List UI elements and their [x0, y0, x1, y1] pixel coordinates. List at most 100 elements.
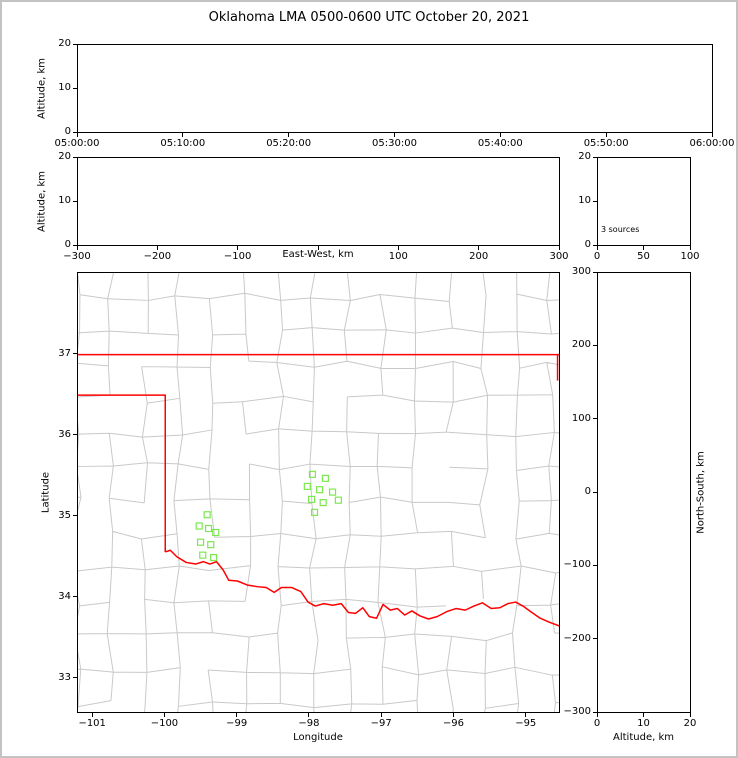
y-tick-mark	[73, 43, 77, 45]
altitude-histogram-panel	[597, 157, 691, 246]
x-tick-label: −99	[226, 718, 248, 729]
x-tick-label: 06:00:00	[689, 138, 735, 149]
x-tick-label: 20	[683, 718, 697, 729]
y-tick-mark	[73, 353, 77, 355]
y-tick-mark	[73, 677, 77, 679]
x-tick-mark	[596, 713, 598, 717]
y-tick-label: 20	[578, 151, 591, 162]
x-tick-mark	[76, 133, 78, 137]
source-count-annotation: 3 sources	[601, 225, 640, 234]
y-tick-mark	[73, 200, 77, 202]
x-tick-mark	[237, 246, 239, 250]
y-tick-mark	[593, 271, 597, 273]
time-altitude-panel	[77, 44, 713, 133]
lma-station-marker	[319, 498, 327, 507]
county-boundaries	[78, 273, 559, 712]
y-tick-mark	[593, 244, 597, 246]
y-tick-mark	[593, 418, 597, 420]
lma-station-marker	[303, 482, 311, 491]
x-tick-label: −300	[63, 251, 91, 262]
lma-station-marker	[308, 495, 316, 503]
y-tick-mark	[73, 156, 77, 158]
lma-station-marker	[210, 553, 218, 562]
lma-station-marker	[310, 508, 319, 516]
x-tick-mark	[236, 713, 238, 717]
x-tick-label: −98	[298, 718, 320, 729]
y-tick-mark	[73, 434, 77, 436]
x-tick-label: −97	[370, 718, 392, 729]
x-tick-mark	[163, 713, 165, 717]
lma-station-marker	[196, 538, 205, 546]
lma-station-marker	[195, 522, 203, 530]
ns-panel-xlabel: Altitude, km	[613, 732, 674, 743]
x-tick-mark	[397, 246, 399, 250]
y-tick-mark	[593, 711, 597, 713]
x-tick-label: 05:00:00	[54, 138, 100, 149]
ew-altitude-panel	[77, 157, 560, 246]
x-tick-label: 50	[637, 251, 650, 262]
y-tick-label: 10	[58, 82, 71, 93]
x-tick-label: −101	[78, 718, 106, 729]
x-tick-mark	[91, 713, 93, 717]
oklahoma-map	[78, 273, 559, 712]
x-tick-mark	[478, 246, 480, 250]
y-tick-label: 20	[58, 151, 71, 162]
y-tick-mark	[73, 515, 77, 517]
state-border-line	[78, 394, 166, 552]
ew-panel-xlabel: East-West, km	[282, 249, 354, 260]
x-tick-mark	[317, 246, 319, 250]
lma-station-marker	[212, 528, 220, 537]
y-tick-label: 20	[58, 38, 71, 49]
y-tick-label: 300	[571, 266, 591, 277]
lma-station-marker	[207, 541, 215, 549]
x-tick-mark	[605, 133, 607, 137]
y-tick-label: 0	[584, 239, 591, 250]
y-tick-label: 35	[58, 509, 71, 521]
x-tick-label: 0	[593, 718, 601, 729]
y-tick-label: 37	[58, 347, 71, 359]
y-tick-mark	[73, 87, 77, 89]
x-tick-mark	[689, 246, 691, 250]
plan-view-map-panel	[77, 272, 560, 713]
x-tick-mark	[525, 713, 527, 717]
x-tick-mark	[394, 133, 395, 137]
x-tick-mark	[76, 246, 78, 250]
y-tick-label: 0	[584, 486, 591, 497]
x-tick-label: −100	[223, 251, 252, 262]
x-tick-label: −200	[143, 251, 172, 262]
figure-title: Oklahoma LMA 0500-0600 UTC October 20, 2…	[208, 10, 530, 25]
y-tick-mark	[593, 564, 597, 566]
y-tick-label: 33	[58, 671, 71, 683]
y-tick-mark	[593, 156, 597, 158]
x-tick-label: −95	[515, 718, 537, 729]
y-tick-label: 0	[64, 126, 71, 137]
x-tick-label: 200	[469, 251, 489, 262]
y-tick-mark	[593, 200, 597, 202]
lma-station-marker	[204, 524, 213, 533]
x-tick-mark	[711, 133, 713, 137]
x-tick-label: −100	[150, 718, 179, 729]
x-tick-label: −96	[442, 718, 465, 729]
y-tick-label: 10	[578, 195, 591, 206]
y-tick-label: 100	[571, 412, 591, 424]
x-tick-mark	[689, 713, 691, 717]
x-tick-label: 05:50:00	[583, 138, 629, 149]
lma-station-marker	[199, 551, 207, 559]
y-tick-label: 10	[58, 195, 71, 206]
x-tick-mark	[499, 133, 501, 137]
x-tick-label: 05:40:00	[477, 138, 523, 149]
ns-panel-ylabel: North-South, km	[695, 451, 707, 534]
lma-station-marker	[334, 496, 342, 504]
x-tick-mark	[182, 133, 184, 137]
lma-station-marker	[321, 474, 329, 482]
x-tick-label: 300	[549, 251, 569, 262]
x-tick-mark	[643, 713, 644, 717]
y-tick-mark	[73, 244, 77, 246]
x-tick-mark	[308, 713, 310, 717]
x-tick-label: 100	[680, 251, 700, 262]
x-tick-label: 05:30:00	[372, 138, 417, 149]
x-tick-mark	[380, 713, 382, 717]
lma-station-marker	[316, 486, 324, 494]
ns-altitude-panel	[597, 272, 691, 713]
x-tick-mark	[288, 133, 290, 137]
